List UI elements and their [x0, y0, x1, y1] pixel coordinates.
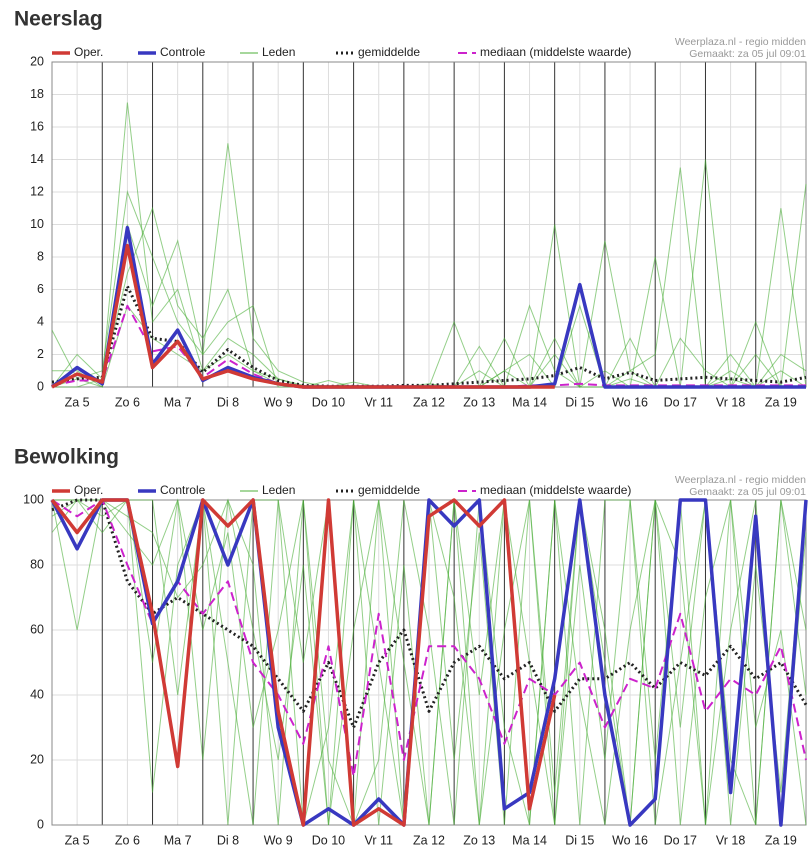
legend-label: Oper. — [74, 483, 103, 497]
x-tick-label: Zo 13 — [463, 833, 495, 847]
y-tick-label: 6 — [37, 282, 44, 296]
x-tick-label: Di 8 — [217, 833, 239, 847]
x-tick-label: Do 17 — [664, 833, 697, 847]
legend-label: Leden — [262, 483, 295, 497]
x-tick-label: Za 12 — [413, 395, 445, 409]
member-line — [51, 498, 807, 826]
y-tick-label: 14 — [30, 152, 44, 166]
x-tick-label: Wo 16 — [612, 833, 648, 847]
y-tick-label: 0 — [37, 817, 44, 831]
source: Weerplaza.nl - regio midden — [675, 36, 806, 48]
x-tick-label: Za 5 — [65, 395, 90, 409]
chart: Neerslag 0 2 4 6 8 10 12 14 16 18 20 Za 5 Zo 6 Ma 7 Di … — [14, 8, 807, 409]
x-tick-label: Vr 18 — [716, 833, 745, 847]
chart: Bewolking 0 20 40 60 80 100 Za 5 Zo 6 Ma 7 Di 8 Wo … — [14, 446, 808, 847]
legend-label: gemiddelde — [358, 45, 420, 59]
x-tick-label: Ma 14 — [512, 833, 547, 847]
y-tick-label: 20 — [30, 54, 44, 68]
y-tick-label: 12 — [30, 184, 44, 198]
created: Gemaakt: za 05 jul 09:01 — [689, 486, 806, 498]
y-tick-label: 4 — [37, 314, 44, 328]
series-line — [51, 243, 555, 389]
source: Weerplaza.nl - regio midden — [675, 474, 806, 486]
y-tick-label: 0 — [37, 379, 44, 393]
x-tick-label: Zo 13 — [463, 395, 495, 409]
y-tick-label: 60 — [30, 622, 44, 636]
legend-label: gemiddelde — [358, 483, 420, 497]
legend-label: Leden — [262, 45, 295, 59]
x-tick-label: Ma 7 — [164, 833, 192, 847]
y-tick-label: 18 — [30, 87, 44, 101]
x-tick-label: Vr 18 — [716, 395, 745, 409]
x-tick-label: Wo 9 — [264, 395, 293, 409]
y-tick-label: 20 — [30, 752, 44, 766]
x-tick-label: Wo 16 — [612, 395, 648, 409]
x-tick-label: Ma 14 — [512, 395, 547, 409]
series-line — [50, 498, 808, 827]
x-tick-label: Za 5 — [65, 833, 90, 847]
created: Gemaakt: za 05 jul 09:01 — [689, 48, 806, 60]
x-tick-label: Za 12 — [413, 833, 445, 847]
x-tick-label: Wo 9 — [264, 833, 293, 847]
x-tick-label: Vr 11 — [364, 833, 393, 847]
x-tick-label: Vr 11 — [364, 395, 393, 409]
x-tick-label: Di 15 — [565, 833, 594, 847]
x-tick-label: Di 8 — [217, 395, 239, 409]
x-tick-label: Za 19 — [765, 395, 797, 409]
x-tick-label: Do 17 — [664, 395, 697, 409]
series-line — [51, 498, 808, 729]
y-tick-label: 10 — [30, 217, 44, 231]
series-line — [50, 498, 557, 827]
legend-label: mediaan (middelste waarde) — [480, 483, 631, 497]
legend-label: mediaan (middelste waarde) — [480, 45, 631, 59]
y-tick-label: 100 — [23, 492, 44, 506]
y-tick-label: 40 — [30, 687, 44, 701]
x-tick-label: Do 10 — [312, 395, 345, 409]
legend-label: Oper. — [74, 45, 103, 59]
x-tick-label: Zo 6 — [115, 833, 140, 847]
x-tick-label: Di 15 — [565, 395, 594, 409]
y-tick-label: 16 — [30, 119, 44, 133]
x-tick-label: Za 19 — [765, 833, 797, 847]
y-tick-label: 8 — [37, 249, 44, 263]
chart-title: Bewolking — [14, 446, 119, 469]
y-tick-label: 80 — [30, 557, 44, 571]
chart-title: Neerslag — [14, 8, 103, 31]
legend-label: Controle — [160, 45, 206, 59]
x-tick-label: Zo 6 — [115, 395, 140, 409]
member-line — [52, 498, 807, 826]
y-tick-label: 2 — [37, 347, 44, 361]
x-tick-label: Do 10 — [312, 833, 345, 847]
legend-label: Controle — [160, 483, 206, 497]
x-tick-label: Ma 7 — [164, 395, 192, 409]
